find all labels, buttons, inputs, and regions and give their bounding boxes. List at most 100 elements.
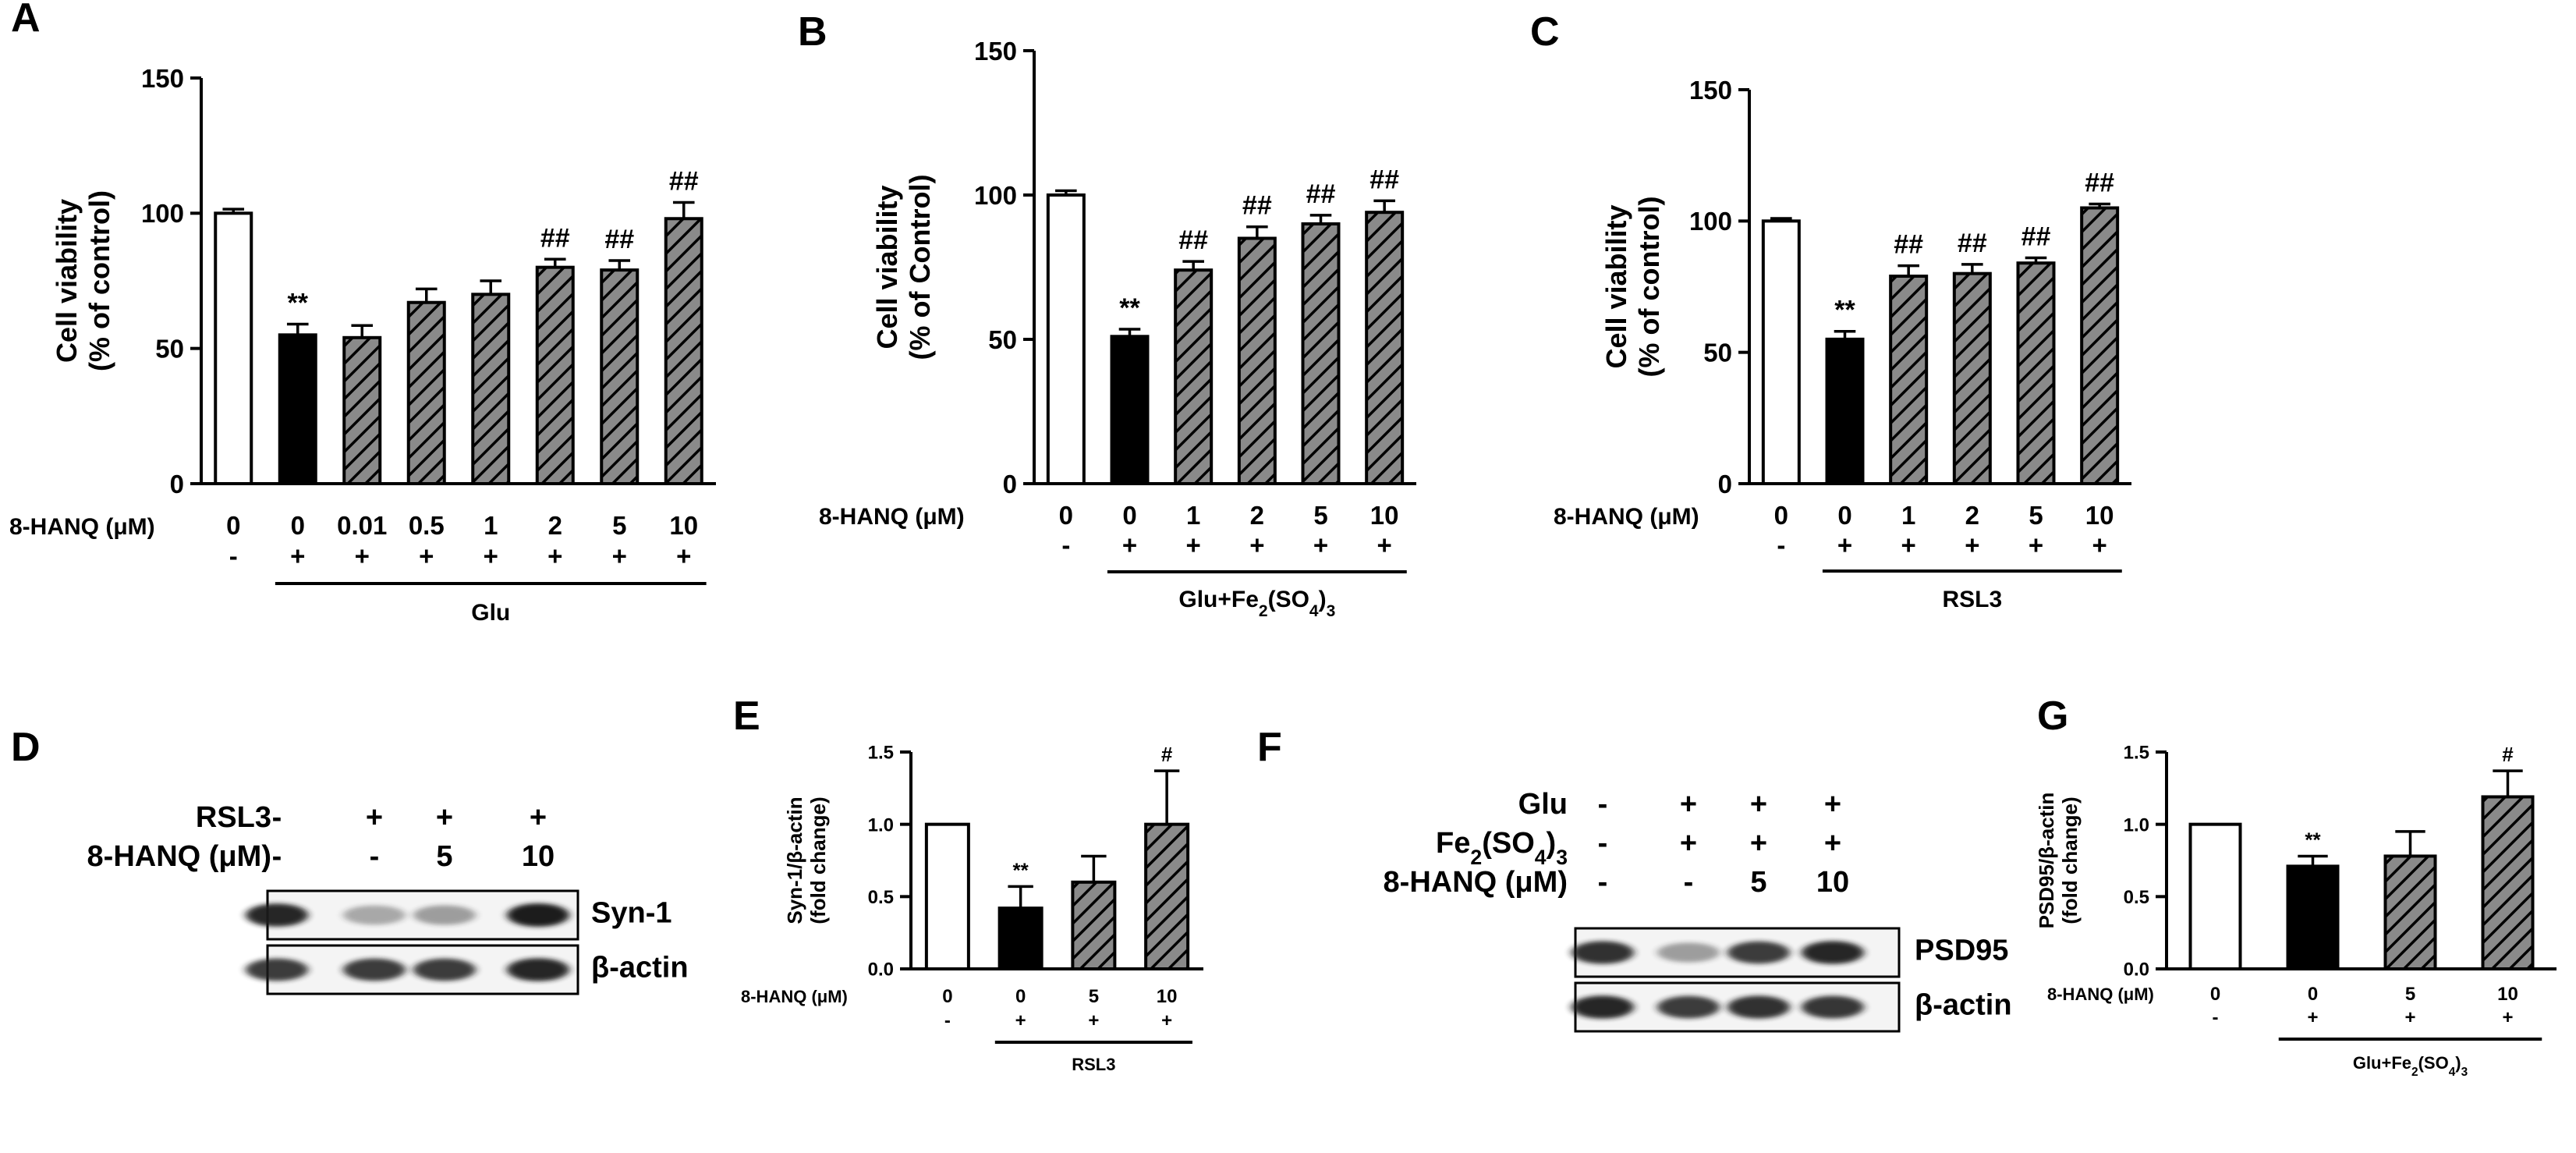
y-tick-label: 150 [974,37,1017,66]
significance-label: ## [1958,229,1987,258]
bar-2 [1071,880,1117,971]
y-tick-label: 50 [1703,339,1732,367]
blot-condition: 10 [522,840,555,873]
panel-label-e: E [733,694,760,739]
blot-condition: + [1680,788,1697,821]
dose-row-label: 8-HANQ (μM) [819,504,965,530]
significance-label: ## [1178,225,1208,255]
y-axis-label: Cell viability(% of control) [51,190,115,371]
treatment-sign: + [2502,1007,2513,1028]
panel-label-c: C [1530,9,1560,55]
blot-condition: + [366,801,383,834]
dose-label: 1 [484,511,498,540]
dose-label: 10 [2497,984,2518,1005]
bar-2 [1174,268,1214,485]
significance-label: ## [604,225,634,254]
blot-band [507,903,569,927]
blot-band [1727,941,1790,964]
dose-label: 0.01 [337,511,387,540]
bar-5 [2080,206,2120,485]
treatment-sign: + [2092,530,2107,559]
blot-band [1571,941,1634,964]
blot-row-label: 8-HANQ (μM) [1384,866,1568,899]
treatment-sign: + [1186,530,1201,559]
blot-band-label: Syn-1 [591,896,671,929]
bar-3 [406,300,446,485]
chart-panel-e: E 0.0 0.5 1.0 1.5 Syn-1/β-actin(fold change) 0… [733,694,1203,1074]
dose-label: 5 [612,511,626,540]
y-tick-label: 0.0 [868,960,894,981]
treatment-sign: + [419,541,434,570]
dose-row-label: 8-HANQ (μM) [1554,504,1699,530]
blot-band-label: β-actin [591,951,689,984]
bar-3 [1144,822,1190,970]
bar-1 [997,906,1044,971]
dose-label: 10 [2085,501,2114,530]
treatment-sign: - [944,1010,951,1031]
bar-5 [1365,211,1405,485]
blot-band-label: PSD95 [1915,934,2008,967]
blot-condition: - [1598,827,1608,860]
blot-band [343,958,406,981]
dose-label: 0.5 [409,511,445,540]
treatment-sign: + [1249,530,1264,559]
treatment-label: RSL3 [1072,1055,1115,1074]
y-tick-label: 0.0 [2124,960,2149,981]
y-tick-label: 0 [1718,470,1732,498]
dose-label: 5 [1313,501,1327,530]
treatment-sign: + [1088,1010,1099,1031]
treatment-sign: + [1015,1010,1026,1031]
significance-label: ## [1242,191,1272,221]
y-tick-label: 0.5 [2124,887,2149,908]
treatment-label: RSL3 [1942,587,2002,612]
blot-condition: 5 [436,840,452,873]
blot-band [1657,942,1720,963]
treatment-sign: + [2404,1007,2415,1028]
panel-label-a: A [11,0,41,41]
dose-label: 0 [1122,501,1136,530]
blot-condition: - [272,840,282,873]
bar-1 [1825,337,1865,486]
significance-label: ** [288,288,309,318]
significance-label: ** [1834,296,1855,325]
blot-band [1571,995,1634,1019]
blot-condition: + [530,801,547,834]
dose-label: 0 [1837,501,1851,530]
treatment-label: Glu+Fe2(SO4)3 [2353,1053,2468,1079]
blot-band [1657,995,1720,1019]
significance-label: # [2502,743,2514,766]
bar-2 [1889,275,1929,485]
y-tick-label: 1.0 [868,814,894,835]
treatment-sign: + [1122,530,1137,559]
bar-0 [1761,219,1801,485]
bar-4 [1301,222,1341,485]
treatment-sign: + [2029,530,2043,559]
y-tick-label: 1.5 [868,743,894,764]
panel-label-b: B [798,9,827,55]
significance-label: ** [1013,858,1029,882]
y-tick-label: 100 [974,181,1017,210]
significance-label: ## [1369,165,1399,194]
dose-label: 5 [1089,986,1099,1007]
blot-condition: 10 [1816,866,1849,899]
dose-row-label: 8-HANQ (μM) [9,514,155,540]
blot-condition: - [370,840,380,873]
blot-condition: + [1680,827,1697,860]
bar-1 [1110,335,1150,485]
blot-band [1727,995,1790,1019]
y-tick-label: 1.5 [2124,743,2149,764]
bar-0 [1046,193,1086,485]
chart-panel-g: G 0.0 0.5 1.0 1.5 PSD95/β-actin(fold change) 0… [2035,694,2557,1079]
treatment-sign: - [1777,530,1785,559]
dose-label: 0 [1015,986,1026,1007]
dose-row-label: 8-HANQ (μM) [741,987,848,1006]
significance-label: ## [1894,230,1923,260]
y-tick-label: 150 [141,64,184,93]
blot-band-label: β-actin [1915,988,2012,1021]
blot-band [1802,995,1864,1019]
dose-label: 0 [291,511,305,540]
treatment-sign: + [355,541,370,570]
